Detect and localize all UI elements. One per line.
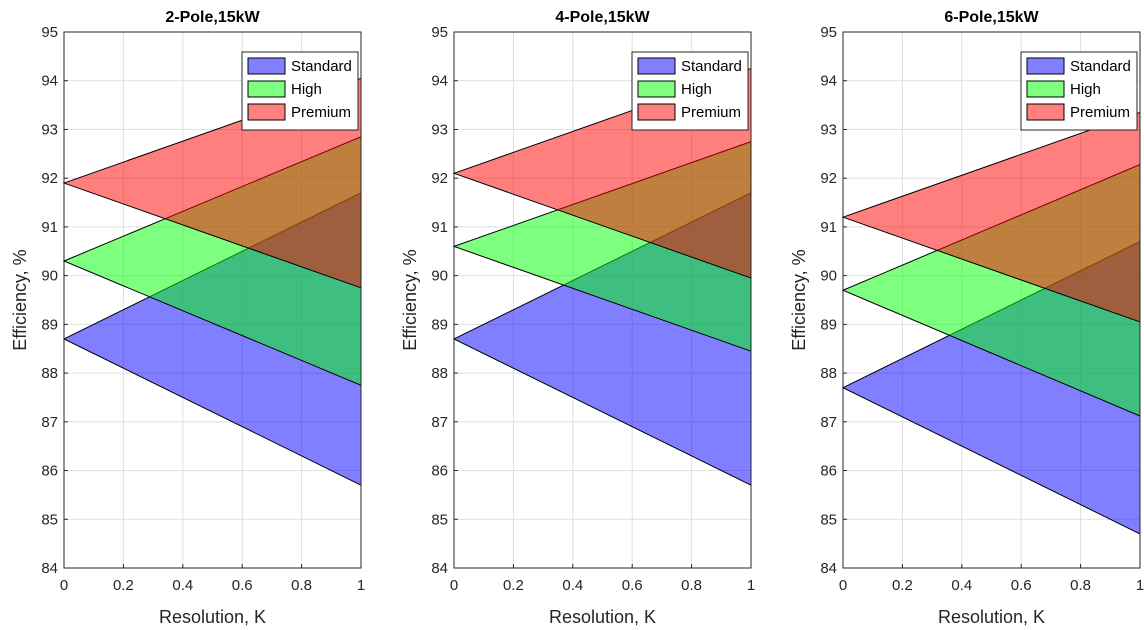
x-tick-label: 1 — [357, 577, 365, 594]
x-tick-label: 0.6 — [622, 577, 643, 594]
y-tick-label: 85 — [431, 511, 448, 528]
y-tick-label: 90 — [431, 268, 448, 285]
legend-swatch-premium — [637, 103, 676, 121]
y-tick-label: 90 — [41, 268, 58, 285]
legend-label-standard: Standard — [681, 58, 742, 75]
x-tick-label: 0.8 — [291, 577, 312, 594]
chart-panel-3: 0 0.2 0.4 0.6 0.8 1 84 85 86 87 88 89 90 91 92 93 94 95 6-… — [789, 9, 1144, 627]
chart-panel-1: 0 0.2 0.4 0.6 0.8 1 84 85 86 87 88 89 90 91 92 93 94 95 2-… — [10, 9, 365, 627]
y-tick-label: 93 — [820, 121, 837, 138]
y-tick-label: 87 — [41, 414, 58, 431]
y-tick-label: 85 — [820, 511, 837, 528]
legend-label-standard: Standard — [1070, 58, 1131, 75]
axes-box — [842, 31, 1141, 569]
chart-title: 2-Pole,15kW — [165, 9, 260, 26]
y-tick-label: 93 — [41, 121, 58, 138]
x-tick-label: 0 — [450, 577, 458, 594]
chart-title: 6-Pole,15kW — [944, 9, 1039, 26]
y-tick-label: 88 — [820, 365, 837, 382]
x-tick-label: 0 — [60, 577, 68, 594]
x-tick-label: 0.4 — [172, 577, 193, 594]
legend: Standard High Premium — [1020, 51, 1138, 131]
y-tick-label: 89 — [431, 316, 448, 333]
legend-label-premium: Premium — [681, 104, 741, 121]
legend-swatch-standard — [1026, 57, 1065, 75]
y-tick-label: 89 — [820, 316, 837, 333]
y-tick-label: 94 — [41, 73, 58, 90]
legend-swatch-premium — [247, 103, 286, 121]
y-tick-label: 86 — [41, 463, 58, 480]
y-tick-label: 95 — [431, 24, 448, 41]
x-tick-label: 0.6 — [1011, 577, 1032, 594]
chart-panel-2: 0 0.2 0.4 0.6 0.8 1 84 85 86 87 88 89 90 91 92 93 94 95 4-… — [400, 9, 755, 627]
chart-title: 4-Pole,15kW — [555, 9, 650, 26]
legend-swatch-high — [637, 80, 676, 98]
y-tick-label: 84 — [431, 560, 448, 577]
x-tick-label: 1 — [747, 577, 755, 594]
y-tick-label: 95 — [41, 24, 58, 41]
y-tick-label: 84 — [820, 560, 837, 577]
y-tick-label: 91 — [431, 219, 448, 236]
y-tick-label: 92 — [41, 170, 58, 187]
y-tick-label: 85 — [41, 511, 58, 528]
y-tick-label: 87 — [431, 414, 448, 431]
x-axis-label: Resolution, K — [159, 607, 266, 627]
y-tick-label: 91 — [820, 219, 837, 236]
x-tick-label: 0.2 — [113, 577, 134, 594]
x-tick-label: 0 — [839, 577, 847, 594]
legend-swatch-high — [247, 80, 286, 98]
y-tick-label: 88 — [41, 365, 58, 382]
y-axis-label: Efficiency, % — [10, 249, 30, 350]
legend: Standard High Premium — [631, 51, 749, 131]
legend-swatch-standard — [247, 57, 286, 75]
y-tick-label: 86 — [431, 463, 448, 480]
y-tick-label: 87 — [820, 414, 837, 431]
y-tick-label: 92 — [820, 170, 837, 187]
legend-swatch-high — [1026, 80, 1065, 98]
y-axis-label: Efficiency, % — [789, 249, 809, 350]
x-tick-label: 0.4 — [562, 577, 583, 594]
x-tick-label: 0.6 — [232, 577, 253, 594]
legend-label-high: High — [681, 81, 712, 98]
x-tick-label: 0.8 — [1070, 577, 1091, 594]
x-axis-label: Resolution, K — [549, 607, 656, 627]
x-axis-label: Resolution, K — [938, 607, 1045, 627]
x-tick-label: 1 — [1136, 577, 1144, 594]
axes-box — [453, 31, 752, 569]
y-tick-label: 86 — [820, 463, 837, 480]
y-tick-label: 92 — [431, 170, 448, 187]
x-tick-label: 0.2 — [892, 577, 913, 594]
legend-label-premium: Premium — [291, 104, 351, 121]
y-axis-label: Efficiency, % — [400, 249, 420, 350]
x-tick-label: 0.4 — [951, 577, 972, 594]
y-tick-label: 93 — [431, 121, 448, 138]
y-tick-label: 90 — [820, 268, 837, 285]
y-tick-label: 88 — [431, 365, 448, 382]
legend-swatch-standard — [637, 57, 676, 75]
x-tick-label: 0.8 — [681, 577, 702, 594]
y-tick-label: 94 — [820, 73, 837, 90]
legend: Standard High Premium — [241, 51, 359, 131]
y-tick-label: 84 — [41, 560, 58, 577]
y-tick-label: 91 — [41, 219, 58, 236]
legend-label-premium: Premium — [1070, 104, 1130, 121]
legend-label-standard: Standard — [291, 58, 352, 75]
legend-swatch-premium — [1026, 103, 1065, 121]
legend-label-high: High — [291, 81, 322, 98]
y-tick-label: 95 — [820, 24, 837, 41]
y-tick-label: 89 — [41, 316, 58, 333]
x-tick-label: 0.2 — [503, 577, 524, 594]
axes-box — [63, 31, 362, 569]
legend-label-high: High — [1070, 81, 1101, 98]
y-tick-label: 94 — [431, 73, 448, 90]
